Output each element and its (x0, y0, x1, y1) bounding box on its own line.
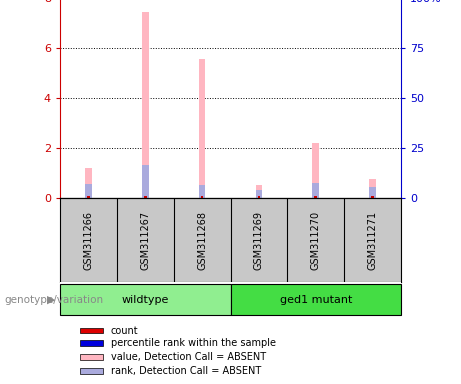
Bar (79, 340, 103, 346)
Text: GSM311269: GSM311269 (254, 210, 264, 270)
Bar (87, 196, 90, 198)
Bar (199, 185, 206, 198)
Bar (255, 185, 262, 198)
Text: ▶: ▶ (47, 295, 55, 305)
Bar (313, 183, 319, 198)
Bar (79, 328, 103, 333)
Text: value, Detection Call = ABSENT: value, Detection Call = ABSENT (111, 352, 266, 362)
Bar (79, 354, 103, 359)
Text: GSM311268: GSM311268 (197, 210, 207, 270)
Bar (369, 187, 376, 198)
Text: GSM311267: GSM311267 (140, 210, 150, 270)
Bar (85, 184, 92, 198)
Text: wildtype: wildtype (122, 295, 169, 305)
Bar (142, 166, 148, 198)
Bar (371, 196, 374, 198)
Text: GSM311271: GSM311271 (367, 210, 378, 270)
Text: GSM311266: GSM311266 (83, 210, 94, 270)
Bar (369, 179, 376, 198)
Bar (85, 168, 92, 198)
Text: rank, Detection Call = ABSENT: rank, Detection Call = ABSENT (111, 366, 261, 376)
Bar (258, 196, 260, 198)
Text: percentile rank within the sample: percentile rank within the sample (111, 338, 276, 348)
Bar (144, 196, 147, 198)
Bar (142, 12, 148, 198)
Bar (313, 143, 319, 198)
Bar (79, 368, 103, 374)
Bar (199, 59, 206, 198)
Text: genotype/variation: genotype/variation (5, 295, 104, 305)
Bar (60, 284, 230, 315)
Bar (201, 196, 203, 198)
Bar (255, 190, 262, 198)
Text: GSM311270: GSM311270 (311, 210, 321, 270)
Bar (230, 284, 401, 315)
Text: ged1 mutant: ged1 mutant (280, 295, 352, 305)
Bar (314, 196, 317, 198)
Text: count: count (111, 326, 138, 336)
